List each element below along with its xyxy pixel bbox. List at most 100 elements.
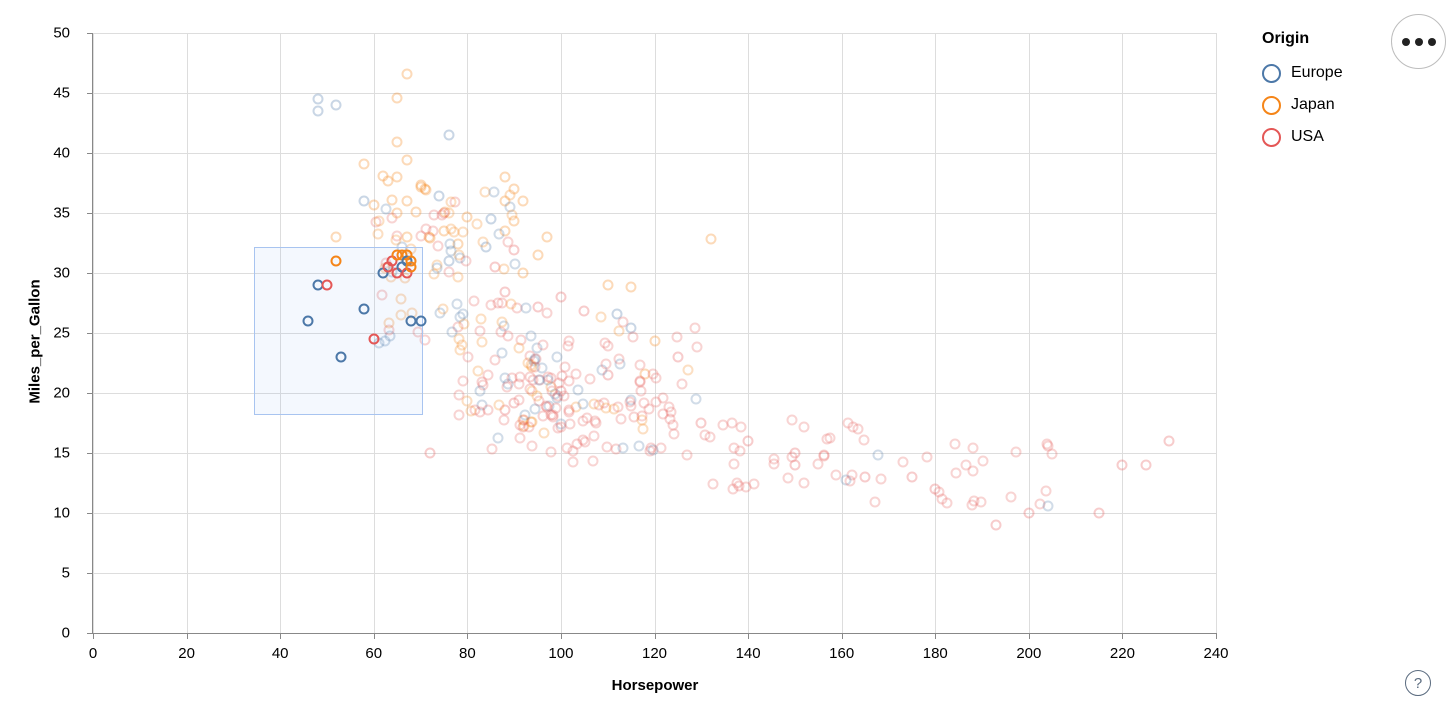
data-point-unselected xyxy=(373,215,385,227)
y-tick-label: 0 xyxy=(61,624,70,642)
data-point-unselected xyxy=(664,413,676,425)
data-point-unselected xyxy=(726,417,738,429)
data-point-unselected xyxy=(707,478,719,490)
data-point-unselected xyxy=(514,432,526,444)
y-tick xyxy=(87,93,92,94)
data-point-unselected xyxy=(528,355,540,366)
x-axis-line xyxy=(93,633,1217,634)
data-point-unselected xyxy=(949,438,961,450)
x-tick-label: 60 xyxy=(365,645,383,662)
data-point-unselected xyxy=(735,421,747,433)
data-point-unselected xyxy=(513,394,525,406)
data-point-unselected xyxy=(446,326,458,338)
data-point-unselected xyxy=(438,225,450,237)
data-point-unselected xyxy=(941,497,953,509)
data-point-unselected xyxy=(545,372,557,384)
data-point-unselected xyxy=(454,344,466,356)
data-point-unselected xyxy=(599,337,611,349)
y-tick xyxy=(87,33,92,34)
data-point-unselected xyxy=(906,471,918,483)
y-tick-label: 20 xyxy=(53,384,70,402)
data-point-unselected xyxy=(789,459,801,471)
data-point-unselected xyxy=(542,374,554,386)
data-point-unselected xyxy=(613,353,625,364)
data-point-unselected xyxy=(588,430,600,442)
data-point-unselected xyxy=(454,311,466,323)
legend-item-japan[interactable]: Japan xyxy=(1262,89,1442,121)
data-point-unselected xyxy=(562,340,574,352)
data-point-unselected xyxy=(950,467,962,479)
data-point-unselected xyxy=(524,350,536,362)
data-point-unselected xyxy=(634,375,646,387)
data-point-unselected xyxy=(444,238,456,250)
data-point-unselected xyxy=(727,483,739,495)
legend-item-europe[interactable]: Europe xyxy=(1262,57,1442,89)
data-point-unselected xyxy=(967,465,979,477)
data-point-unselected xyxy=(476,336,488,348)
data-point-unselected xyxy=(499,195,511,207)
data-point-unselected xyxy=(477,236,489,248)
data-point-unselected xyxy=(682,364,694,376)
data-point-unselected xyxy=(526,385,538,397)
data-point-unselected xyxy=(584,373,596,385)
data-point-unselected xyxy=(740,481,752,493)
data-point-unselected xyxy=(590,417,602,429)
x-tick xyxy=(560,634,562,639)
data-point-unselected xyxy=(625,394,637,406)
data-point-unselected xyxy=(523,421,535,433)
data-point-unselected xyxy=(514,371,526,383)
data-point-unselected xyxy=(420,223,432,235)
y-axis-line xyxy=(92,33,93,634)
data-point-unselected xyxy=(577,415,589,427)
x-tick xyxy=(654,634,656,639)
scatter-plot-area[interactable] xyxy=(93,33,1217,634)
data-point-unselected xyxy=(847,421,859,433)
help-icon[interactable]: ? xyxy=(1405,670,1431,696)
y-tick xyxy=(87,573,92,574)
x-tick xyxy=(1216,634,1217,639)
data-point-unselected xyxy=(492,432,504,444)
y-tick xyxy=(87,393,92,394)
data-point-unselected xyxy=(545,409,557,421)
data-point-unselected xyxy=(460,255,472,267)
data-point-unselected xyxy=(570,368,582,380)
data-point-unselected xyxy=(570,401,582,413)
data-point-unselected xyxy=(689,322,701,334)
gridline-x xyxy=(373,33,375,633)
data-point-unselected xyxy=(578,305,590,317)
data-point-unselected xyxy=(522,357,534,369)
data-point-unselected xyxy=(549,388,561,400)
x-tick-label: 100 xyxy=(548,645,574,662)
data-point-unselected xyxy=(386,212,398,224)
data-point-unselected xyxy=(445,196,457,208)
x-tick xyxy=(373,634,375,639)
data-point-unselected xyxy=(312,105,324,117)
data-point-unselected xyxy=(690,393,702,405)
data-point-unselected xyxy=(526,416,538,428)
data-point-unselected xyxy=(517,414,529,426)
brush-selection-rectangle[interactable] xyxy=(254,246,423,415)
data-point-unselected xyxy=(637,423,649,434)
data-point-unselected xyxy=(550,402,562,414)
data-point-unselected xyxy=(506,209,518,221)
x-axis-title: Horsepower xyxy=(611,677,699,694)
data-point-unselected xyxy=(717,419,729,431)
data-point-unselected xyxy=(520,302,532,314)
data-point-unselected xyxy=(419,183,431,195)
data-point-unselected xyxy=(477,379,489,391)
x-tick-label: 80 xyxy=(458,645,476,662)
data-point-unselected xyxy=(1040,485,1052,497)
y-tick xyxy=(87,513,92,514)
data-point-unselected xyxy=(499,225,511,237)
legend-item-usa[interactable]: USA xyxy=(1262,121,1442,153)
data-point-unselected xyxy=(600,358,612,370)
data-point-unselected xyxy=(496,316,508,328)
overflow-menu-button[interactable] xyxy=(1391,14,1446,69)
data-point-unselected xyxy=(547,409,559,421)
data-point-unselected xyxy=(547,411,559,423)
data-point-unselected xyxy=(474,406,486,418)
gridline-x xyxy=(1028,33,1030,633)
data-point-unselected xyxy=(846,469,858,481)
data-point-unselected xyxy=(628,411,640,423)
data-point-unselected xyxy=(479,186,491,198)
